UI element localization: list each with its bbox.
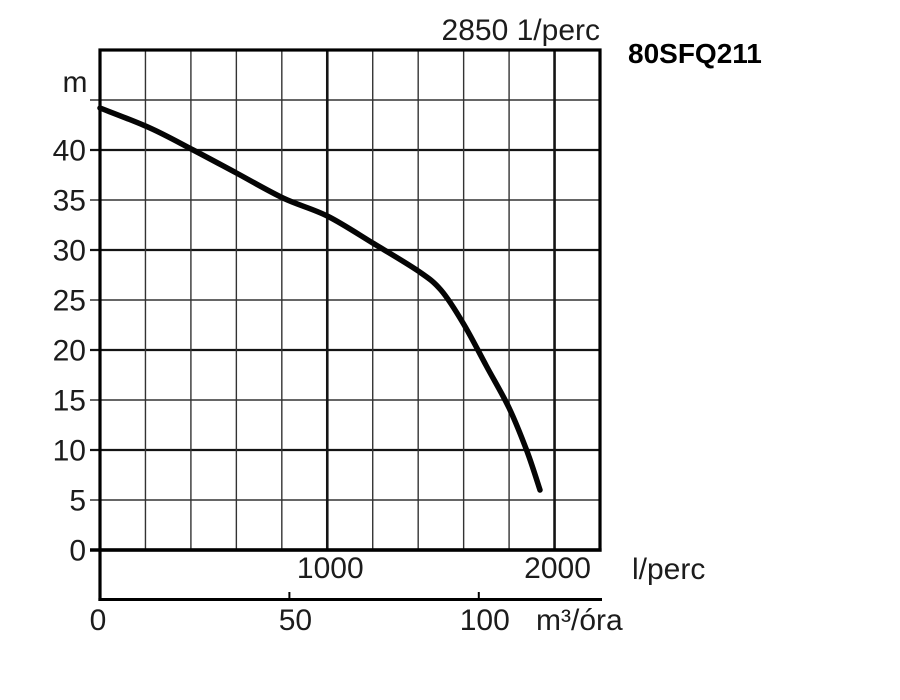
x-axis-primary-unit-label: l/perc bbox=[632, 553, 705, 586]
x-tick-label-lperc: 1000 bbox=[297, 552, 364, 585]
x-tick-label-m3h: 100 bbox=[460, 604, 510, 637]
x-tick-label-m3h: 50 bbox=[279, 604, 312, 637]
y-tick-label: 15 bbox=[53, 385, 86, 418]
y-tick-label: 5 bbox=[69, 485, 86, 518]
y-axis-unit-label: m bbox=[63, 66, 88, 99]
plot-frame bbox=[98, 48, 602, 552]
y-tick-label: 10 bbox=[53, 435, 86, 468]
x-tick-label-m3h: 0 bbox=[90, 604, 107, 637]
y-tick-label: 25 bbox=[53, 285, 86, 318]
x-axis-secondary-unit-label: m³/óra bbox=[536, 604, 623, 637]
grid bbox=[90, 50, 600, 550]
secondary-axis bbox=[98, 550, 602, 601]
pump-speed-label: 2850 1/perc bbox=[442, 14, 600, 47]
y-tick-label: 40 bbox=[53, 135, 86, 168]
plot-border bbox=[90, 48, 602, 552]
x-tick-label-lperc: 2000 bbox=[524, 552, 591, 585]
tick-labels: 0 5 10 15 20 25 30 35 40 1000 2000 0 50 100 bbox=[53, 135, 591, 638]
y-tick-label: 35 bbox=[53, 185, 86, 218]
y-tick-label: 30 bbox=[53, 235, 86, 268]
pump-curve bbox=[97, 105, 543, 493]
model-label: 80SFQ211 bbox=[628, 38, 762, 69]
y-tick-label: 20 bbox=[53, 335, 86, 368]
y-tick-label: 0 bbox=[69, 535, 86, 568]
